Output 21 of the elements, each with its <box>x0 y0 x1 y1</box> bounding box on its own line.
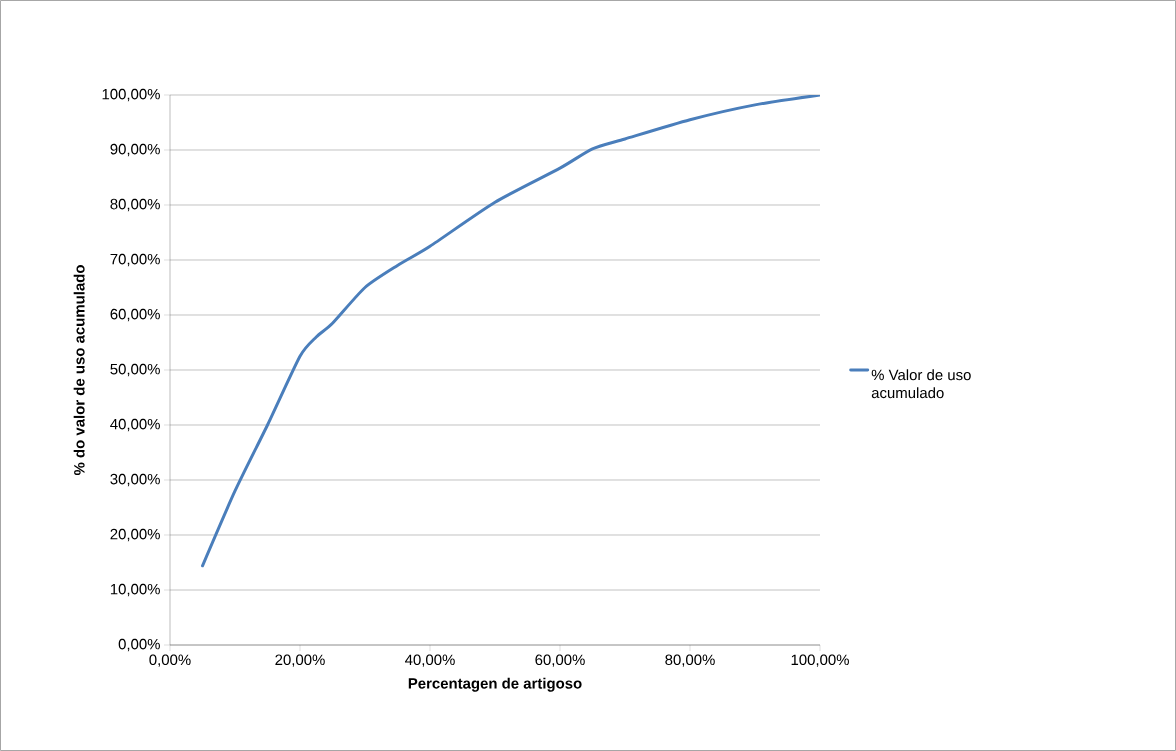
y-tick-label: 20,00% <box>110 528 160 542</box>
x-tick-label: 20,00% <box>275 654 325 667</box>
y-tick-label: 80,00% <box>110 198 160 212</box>
legend-label: % Valor de uso acumulado <box>871 369 971 399</box>
y-tick-label: 30,00% <box>110 473 160 487</box>
line-series <box>201 94 821 568</box>
y-tick-label: 40,00% <box>110 418 160 432</box>
y-tick-label: 50,00% <box>110 363 160 377</box>
y-tick-label: 0,00% <box>118 638 160 652</box>
y-tick-label: 100,00% <box>102 88 160 102</box>
x-tick-label: 80,00% <box>665 654 715 667</box>
x-tick-label: 0,00% <box>149 654 191 667</box>
y-tick-label: 10,00% <box>110 583 160 597</box>
y-tick-label: 70,00% <box>110 253 160 267</box>
y-axis-title: % do valor de uso acumulado <box>73 265 85 476</box>
y-tick-label: 60,00% <box>110 308 160 322</box>
x-tick-label: 40,00% <box>405 654 455 667</box>
x-tick-label: 60,00% <box>535 654 585 667</box>
x-axis-title: Percentagen de artigoso <box>408 677 582 692</box>
x-tick-label: 100,00% <box>791 654 849 667</box>
y-tick-label: 90,00% <box>110 143 160 157</box>
